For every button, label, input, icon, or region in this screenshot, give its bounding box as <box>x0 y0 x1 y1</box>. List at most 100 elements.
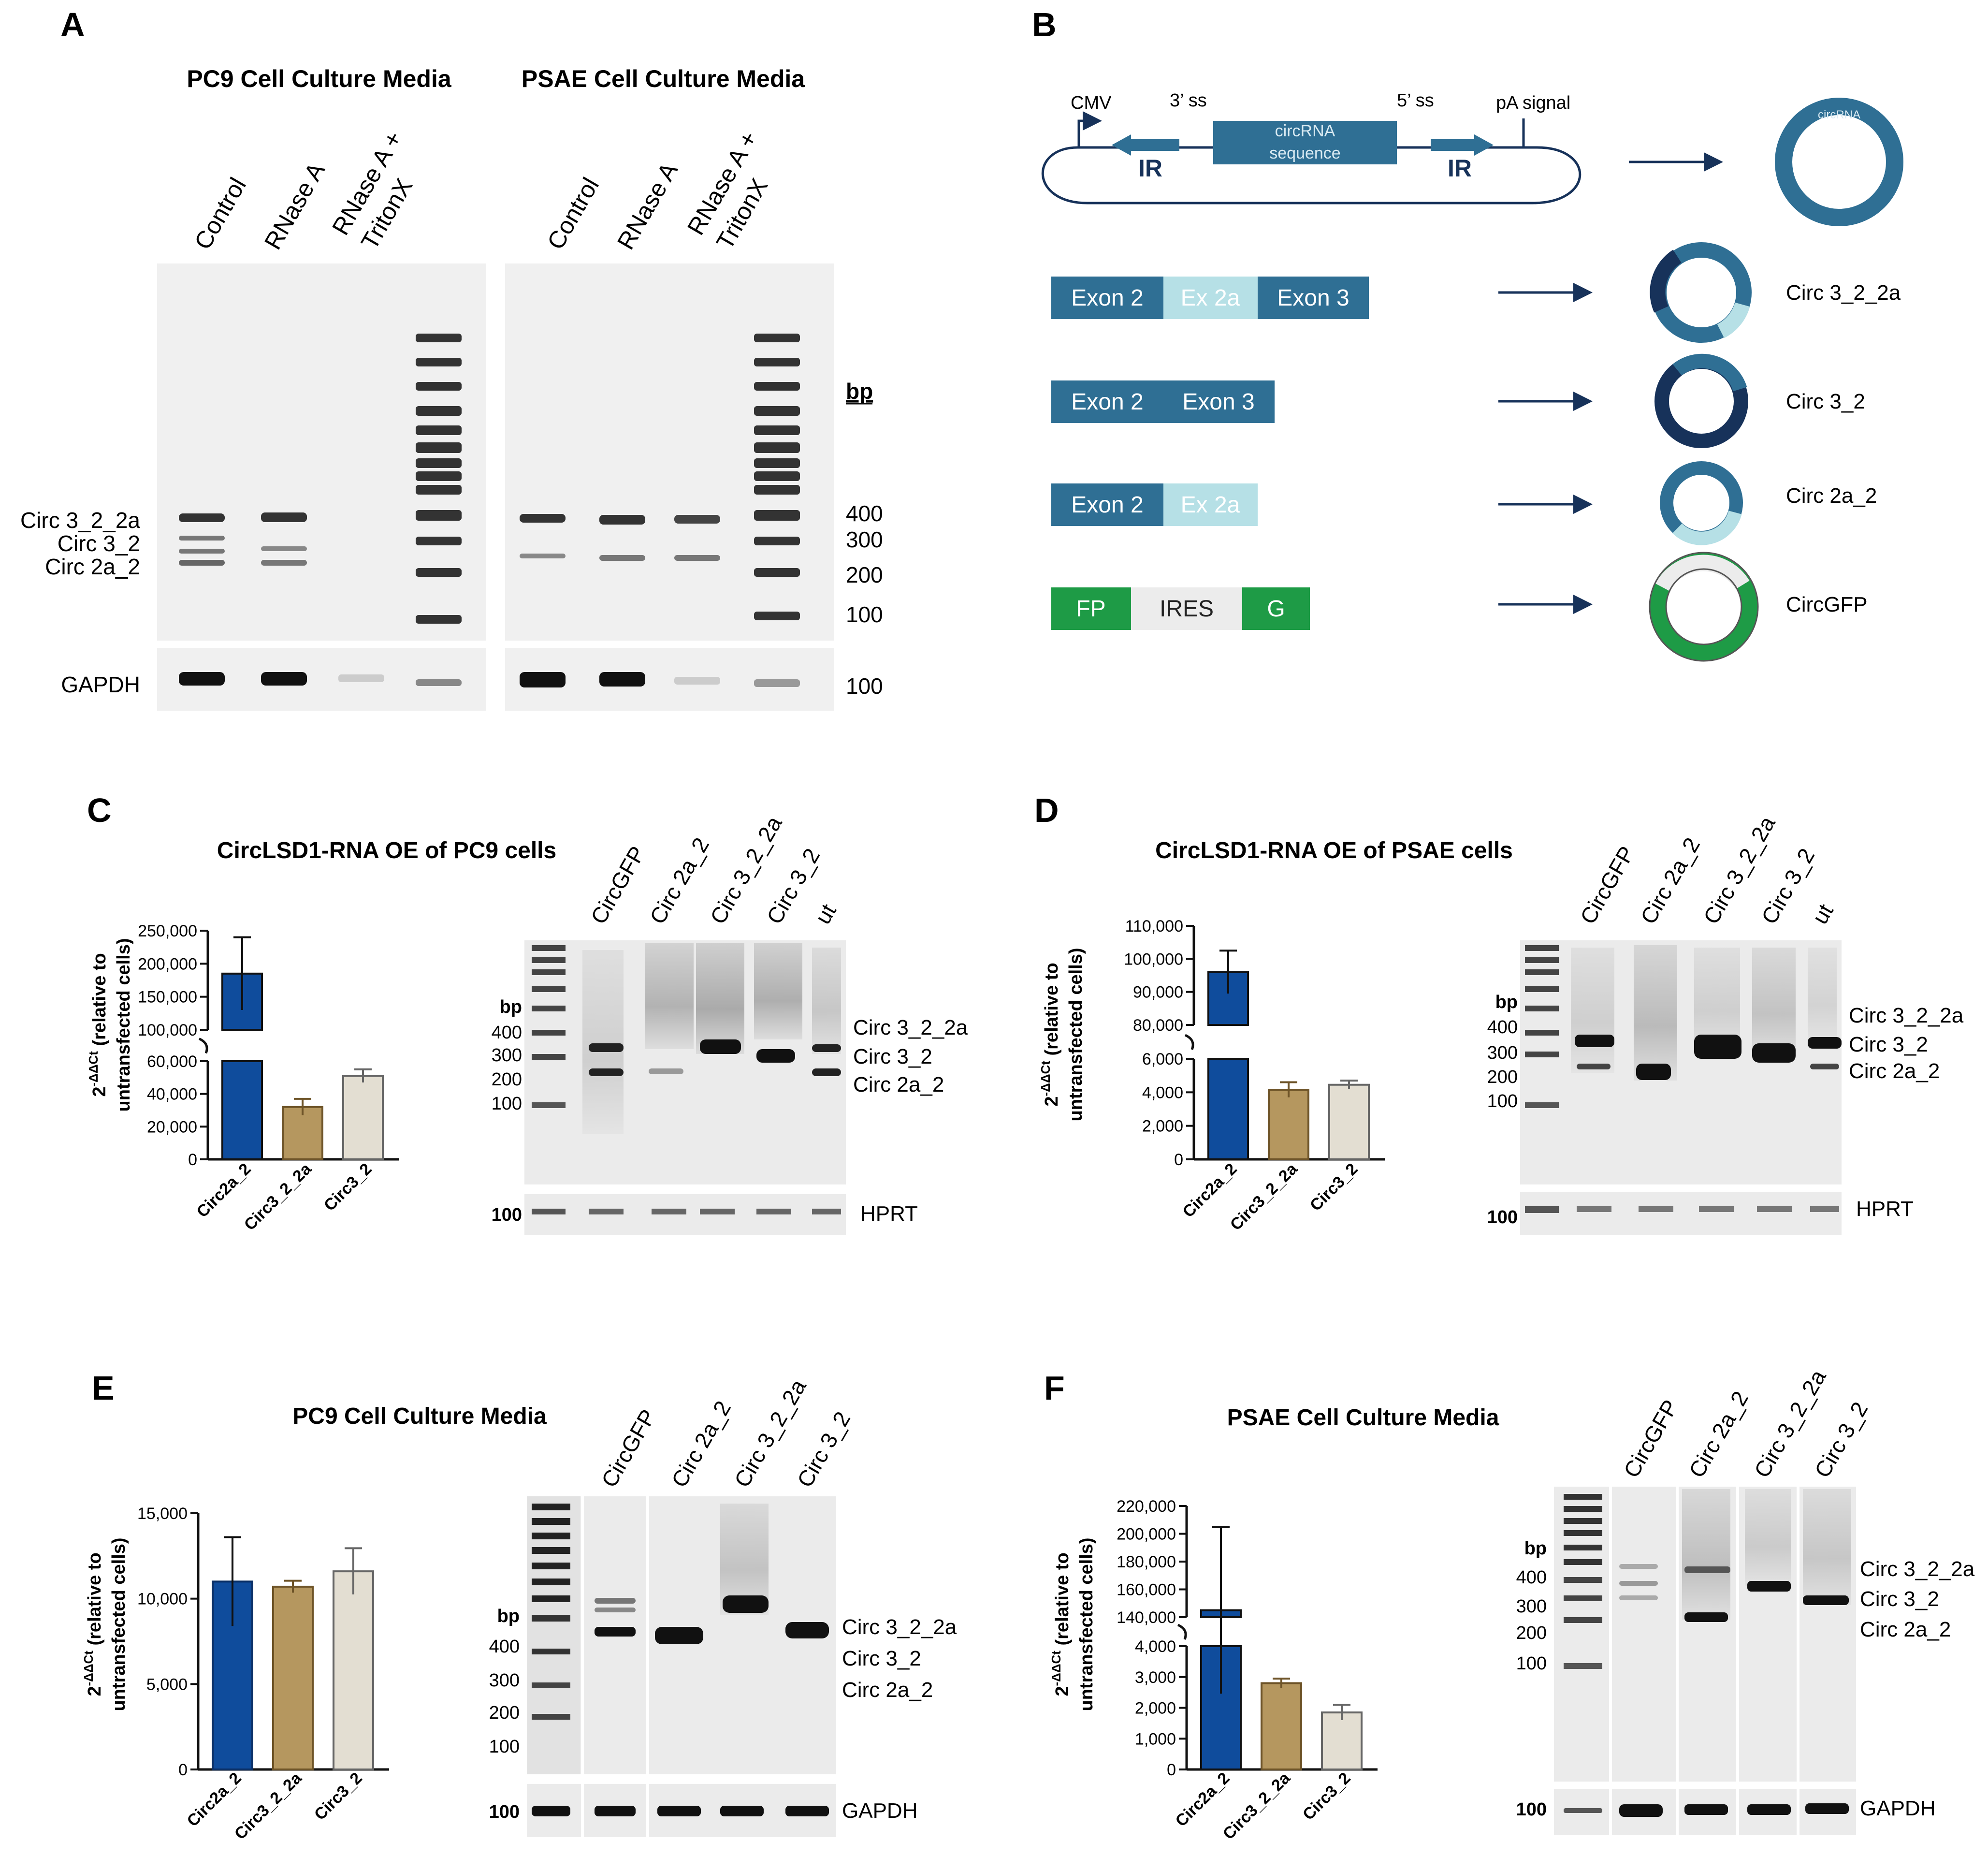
panel-e-band-1: Circ 3_2_2a <box>842 1615 957 1639</box>
panel-e-gel-lanes <box>527 1496 829 1837</box>
panel-e-band-3: Circ 2a_2 <box>842 1678 933 1702</box>
y-tick-label: 2,000 <box>1135 1699 1176 1718</box>
panel-a-bp-title: bp <box>846 379 873 404</box>
ir-left-arrow <box>1112 134 1179 156</box>
panel-e-title: PC9 Cell Culture Media <box>292 1403 547 1429</box>
construct-3-part-1: Exon 2 <box>1071 492 1143 518</box>
panel-c-loading-gel <box>524 1194 846 1235</box>
bar-Circ3_2_2a <box>272 1585 314 1771</box>
panel-d-bp-100: 100 <box>1487 1091 1518 1111</box>
bar-Circ2a_2-lower <box>221 1060 263 1160</box>
panel-a-bp-300: 300 <box>846 527 883 552</box>
panel-c-gel-lanes <box>532 943 841 1214</box>
bar-Circ3_2 <box>342 1075 384 1160</box>
y-tick-label: 180,000 <box>1117 1553 1176 1571</box>
circrna-sequence-line1: circRNA <box>1275 122 1335 140</box>
panel-c-lane-2: Circ 2a_2 <box>645 833 714 928</box>
panel-a-band-label-1: Circ 3_2_2a <box>20 508 140 533</box>
y-tick-label: 100,000 <box>1124 950 1183 968</box>
panel-a-bp-400: 400 <box>846 501 883 526</box>
x-tick-label: Circ2a_2 <box>193 1160 255 1221</box>
panel-d-ylabel: 2-ΔΔCt (relative to <box>1038 963 1062 1106</box>
panel-d-loading-label: HPRT <box>1856 1197 1914 1221</box>
x-tick-label: Circ3_2 <box>1299 1769 1354 1824</box>
y-tick-label: 0 <box>178 1761 188 1779</box>
panel-a-band-label-2: Circ 3_2 <box>58 531 140 556</box>
panel-c-title: CircLSD1-RNA OE of PC9 cells <box>217 838 556 863</box>
vector-backbone <box>1041 146 1582 205</box>
panel-a: A PC9 Cell Culture Media PSAE Cell Cultu… <box>20 6 883 711</box>
panel-c-band-1: Circ 3_2_2a <box>853 1016 968 1039</box>
panel-e-band-2: Circ 3_2 <box>842 1647 921 1670</box>
bar-Circ2a_2-lower <box>1207 1058 1249 1160</box>
panel-f-lane-1: CircGFP <box>1619 1395 1683 1482</box>
panel-letter-d: D <box>1034 791 1059 829</box>
y-tick-label: 140,000 <box>1117 1608 1176 1627</box>
construct-1-name: Circ 3_2_2a <box>1786 281 1901 305</box>
x-tick-label: Circ2a_2 <box>1179 1160 1241 1221</box>
panel-letter-e: E <box>92 1369 115 1407</box>
panel-d-bp-title: bp <box>1495 992 1518 1012</box>
y-tick-label: 200,000 <box>1117 1525 1176 1544</box>
y-tick-label: 90,000 <box>1133 983 1183 1002</box>
bar-Circ3_2 <box>333 1570 374 1770</box>
panel-a-band-label-3: Circ 2a_2 <box>45 554 140 579</box>
panel-e-ylabel: 2-ΔΔCt (relative to <box>81 1552 105 1696</box>
construct-4-part-2: IRES <box>1160 596 1214 622</box>
panel-e-loading-bp: 100 <box>489 1802 520 1822</box>
panel-d-band-2: Circ 3_2 <box>1849 1033 1928 1056</box>
panel-d-lane-5: ut <box>1807 900 1838 928</box>
circrna-sequence-line2: sequence <box>1269 144 1340 162</box>
x-tick-label: Circ3_2 <box>320 1160 376 1215</box>
panel-a-lane-left-1: Control <box>189 173 251 254</box>
y-tick-label: 4,000 <box>1135 1637 1176 1656</box>
panel-d: D CircLSD1-RNA OE of PSAE cells 2-ΔΔCt (… <box>1034 791 1964 1235</box>
ir-left-label: IR <box>1138 155 1162 182</box>
bar-Circ3_2_2a <box>1268 1089 1309 1160</box>
panel-c-bar-chart: 0 20,000 40,000 60,000 100,000 150,000 200,000… <box>138 922 399 1234</box>
panel-d-bp-200: 200 <box>1487 1067 1518 1087</box>
panel-c-bp-400: 400 <box>492 1023 522 1043</box>
bar-Circ3_2 <box>1321 1711 1363 1770</box>
panel-f-gel-lanes <box>1564 1487 1851 1835</box>
panel-c-ylabel: 2-ΔΔCt (relative to <box>86 953 110 1096</box>
panel-f-band-1: Circ 3_2_2a <box>1860 1557 1975 1581</box>
panel-d-loading-gel <box>1520 1192 1842 1235</box>
panel-e: E PC9 Cell Culture Media 2-ΔΔCt (relativ… <box>81 1369 957 1843</box>
ir-right-arrow <box>1431 134 1494 156</box>
ss3-label: 3’ ss <box>1170 90 1207 111</box>
panel-f-band-2: Circ 3_2 <box>1860 1587 1939 1611</box>
panel-d-bar-chart: 0 2,000 4,000 6,000 80,000 90,000 100,000 110,0… <box>1124 917 1385 1234</box>
panel-a-lane-right-1: Control <box>542 173 604 254</box>
panel-d-gel-lanes <box>1525 945 1842 1213</box>
panel-letter-f: F <box>1044 1369 1065 1407</box>
y-tick-label: 150,000 <box>138 988 197 1007</box>
panel-c-band-3: Circ 2a_2 <box>853 1073 944 1096</box>
y-tick-label: 0 <box>1167 1761 1176 1779</box>
panel-e-loading-label: GAPDH <box>842 1799 917 1823</box>
panel-d-lane-1: CircGFP <box>1575 842 1640 928</box>
construct-1-part-1: Exon 2 <box>1071 285 1143 311</box>
y-tick-label: 220,000 <box>1117 1497 1176 1516</box>
y-tick-label: 0 <box>188 1151 197 1169</box>
panel-c-bp-title: bp <box>500 997 522 1017</box>
axis-break-mark <box>1177 1623 1187 1640</box>
construct-4-part-1: FP <box>1076 596 1105 622</box>
panel-d-bp-400: 400 <box>1487 1017 1518 1038</box>
cmv-label: CMV <box>1071 93 1112 113</box>
panel-e-bp-100: 100 <box>489 1737 520 1757</box>
panel-letter-c: C <box>87 791 112 829</box>
panel-d-band-3: Circ 2a_2 <box>1849 1059 1940 1083</box>
panel-c-bp-200: 200 <box>492 1069 522 1090</box>
panel-f-loading-label: GAPDH <box>1860 1797 1935 1820</box>
y-tick-label: 15,000 <box>137 1505 188 1523</box>
construct-1-part-3: Exon 3 <box>1277 285 1349 311</box>
panel-a-title-right: PSAE Cell Culture Media <box>522 65 805 92</box>
panel-a-loading-bp: 100 <box>846 673 883 699</box>
panel-c: C CircLSD1-RNA OE of PC9 cells 2-ΔΔCt (r… <box>86 791 968 1235</box>
panel-a-title-left: PC9 Cell Culture Media <box>187 65 452 92</box>
panel-a-bp-100: 100 <box>846 602 883 627</box>
panel-f-lane-2: Circ 2a_2 <box>1684 1387 1753 1482</box>
panel-a-bp-200: 200 <box>846 562 883 587</box>
